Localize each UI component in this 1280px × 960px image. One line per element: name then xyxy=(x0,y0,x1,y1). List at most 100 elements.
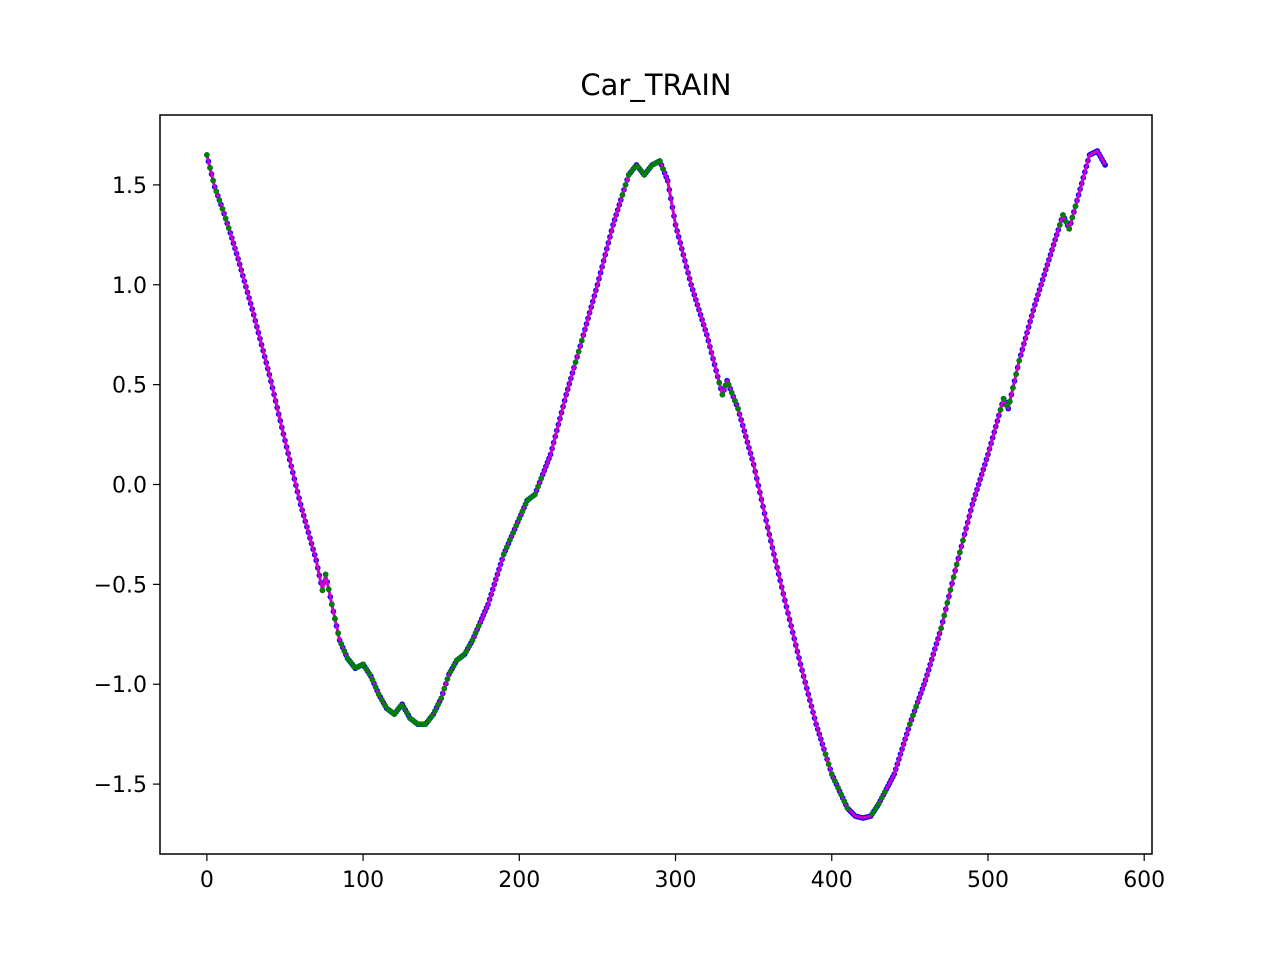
axes-frame xyxy=(159,114,1153,855)
data-point-green xyxy=(572,359,579,366)
data-point-green xyxy=(538,475,544,482)
data-point-green xyxy=(219,206,226,212)
data-point-green xyxy=(1000,395,1007,402)
data-point-green xyxy=(400,704,407,710)
data-point-green xyxy=(957,549,963,556)
data-point-green xyxy=(341,648,348,654)
data-point-green xyxy=(325,586,332,593)
x-tick-label: 0 xyxy=(200,868,214,893)
data-point-green xyxy=(735,405,741,412)
data-point-green xyxy=(322,571,329,578)
data-point-green xyxy=(997,407,1004,413)
data-point-green xyxy=(344,655,351,662)
data-point-green xyxy=(204,152,210,158)
data-point-green xyxy=(941,612,948,619)
y-tick-label: 0.5 xyxy=(112,374,147,399)
data-point-green xyxy=(875,801,882,807)
data-point-green xyxy=(947,587,954,593)
data-point-green xyxy=(213,188,220,195)
data-point-green xyxy=(878,795,885,801)
data-point-green xyxy=(1060,212,1066,218)
data-point-green xyxy=(438,695,444,702)
data-point-green xyxy=(372,684,379,690)
y-tick-label: 1.5 xyxy=(112,174,147,199)
data-point-green xyxy=(638,168,644,174)
data-point-green xyxy=(519,508,526,515)
data-point-green xyxy=(950,574,957,580)
data-point-green xyxy=(944,599,951,606)
data-point-green xyxy=(516,515,523,522)
data-point-green xyxy=(475,623,482,629)
ticks-layer: 0 100 200 300 400 500 600 1.5 1.0 0.5 0.0 −0.5 −1.0 −… xyxy=(94,174,1166,893)
data-point-green xyxy=(822,751,829,757)
data-point-green xyxy=(444,676,451,682)
y-tick-label: 1.0 xyxy=(112,274,147,299)
data-point-green xyxy=(910,712,916,719)
data-point-green xyxy=(728,389,735,396)
data-point-green xyxy=(404,709,410,716)
data-point-green xyxy=(732,397,738,404)
data-point-green xyxy=(869,810,876,817)
data-point-green xyxy=(469,637,476,644)
data-point-green xyxy=(835,784,841,791)
data-point-green xyxy=(907,721,913,727)
y-tick-label: −1.0 xyxy=(94,673,147,698)
data-point-green xyxy=(391,711,398,717)
x-tick-label: 600 xyxy=(1123,868,1165,893)
data-point-green xyxy=(360,661,366,668)
data-point-green xyxy=(828,771,835,777)
data-point-green xyxy=(882,789,888,795)
data-point-green xyxy=(369,677,376,683)
data-point-green xyxy=(432,708,438,714)
y-tick-label: −0.5 xyxy=(94,573,147,598)
data-point-green xyxy=(335,630,341,636)
x-tick-label: 300 xyxy=(655,868,697,893)
data-point-green xyxy=(216,197,223,203)
data-point-green xyxy=(450,663,457,669)
data-point-green xyxy=(1013,371,1019,378)
data-point-green xyxy=(1010,385,1016,391)
data-point-green xyxy=(441,685,448,692)
data-point-green xyxy=(207,164,213,171)
data-point-green xyxy=(425,717,432,723)
data-point-green xyxy=(225,225,232,231)
data-point-green xyxy=(447,668,454,675)
data-point-green xyxy=(363,666,370,672)
data-point-green xyxy=(825,761,832,767)
data-point-green xyxy=(1063,219,1069,225)
data-point-green xyxy=(500,551,507,558)
data-point-green xyxy=(435,701,441,708)
data-point-green xyxy=(913,703,919,710)
data-point-green xyxy=(472,630,479,636)
data-point-green xyxy=(1066,226,1073,232)
data-point-green xyxy=(578,337,585,344)
data-point-green xyxy=(429,713,435,719)
data-point-green xyxy=(622,182,629,188)
data-point-green xyxy=(510,530,516,536)
x-tick-label: 500 xyxy=(967,868,1009,893)
data-point-green xyxy=(953,561,960,568)
data-point-green xyxy=(394,707,401,713)
x-tick-label: 400 xyxy=(811,868,853,893)
data-point-green xyxy=(466,643,473,649)
data-point-green xyxy=(338,641,345,647)
data-point-green xyxy=(375,691,382,698)
data-point-green xyxy=(1003,402,1010,409)
data-point-green xyxy=(725,381,732,388)
data-point-green xyxy=(644,168,651,174)
data-point-green xyxy=(838,791,844,798)
data-point-green xyxy=(657,158,663,164)
data-point-green xyxy=(841,798,848,805)
chart-title: Car_TRAIN xyxy=(580,68,732,102)
data-point-green xyxy=(513,522,519,529)
plot-frame xyxy=(159,114,1153,855)
data-point-green xyxy=(535,483,541,490)
series-layer xyxy=(204,148,1108,821)
data-point-green xyxy=(1057,222,1063,228)
x-tick-label: 100 xyxy=(342,868,384,893)
data-point-green xyxy=(872,806,879,812)
data-point-green xyxy=(1007,398,1013,405)
data-point-green xyxy=(625,172,632,178)
data-point-green xyxy=(379,697,385,703)
data-point-green xyxy=(210,177,216,184)
